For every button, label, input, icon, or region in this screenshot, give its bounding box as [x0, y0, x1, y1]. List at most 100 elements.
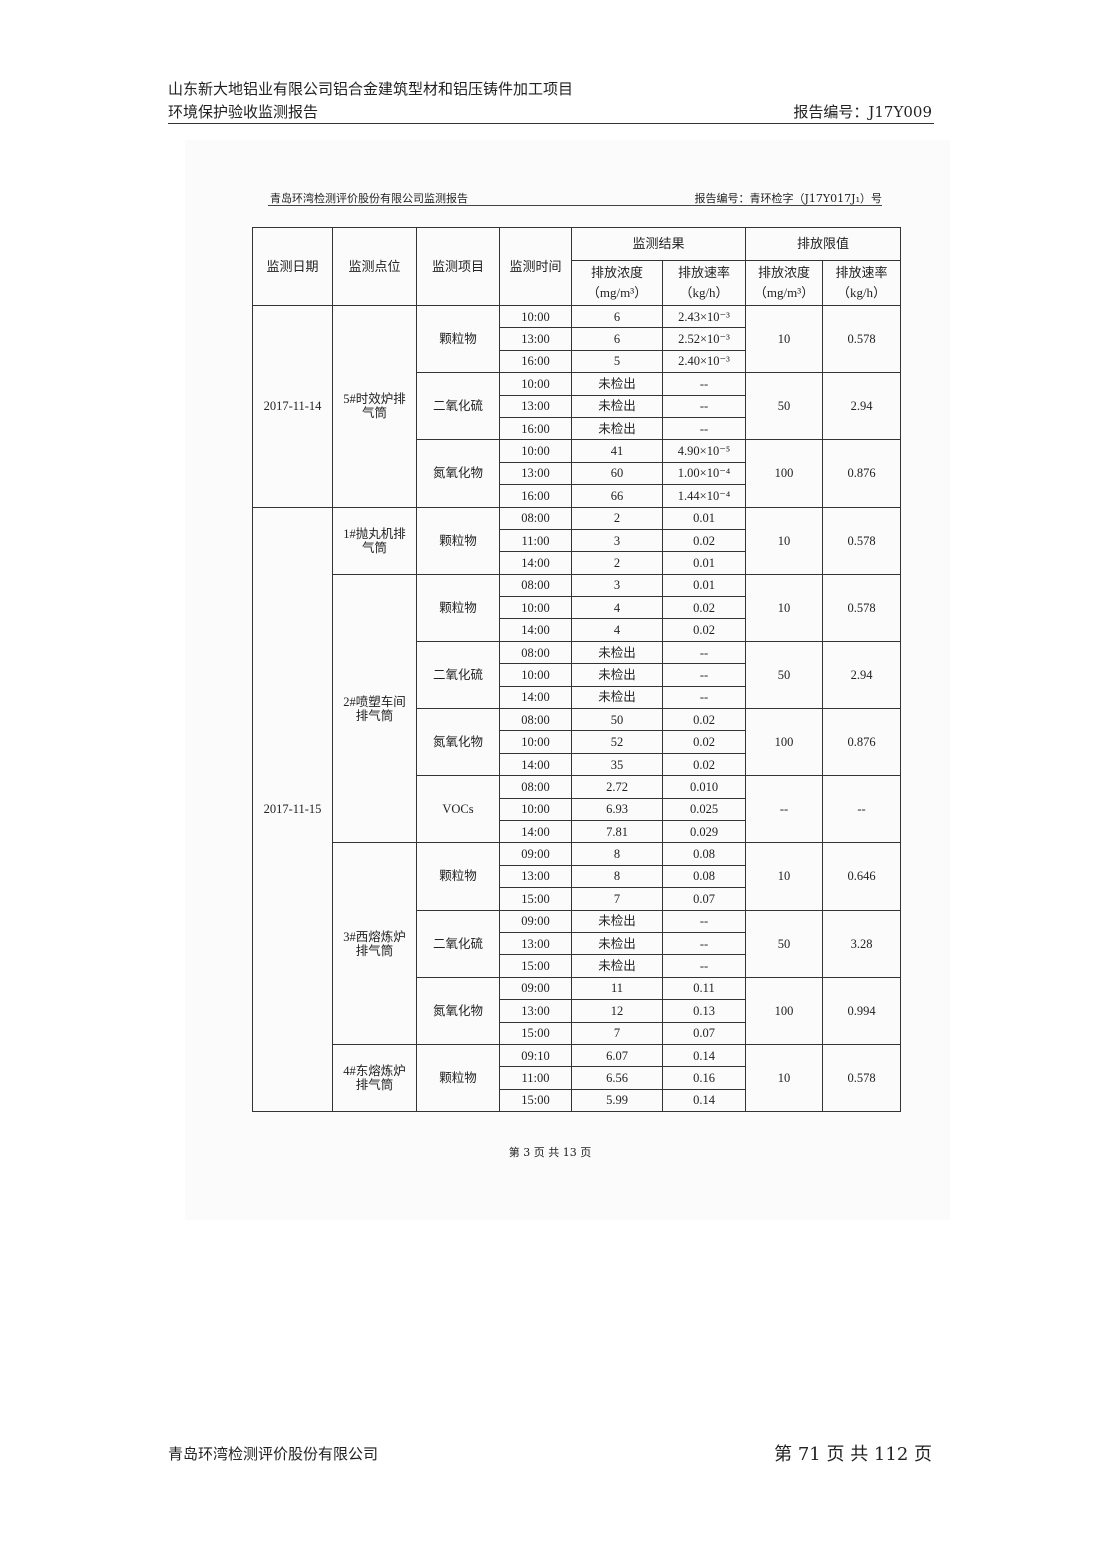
project-title: 山东新大地铝业有限公司铝合金建筑型材和铝压铸件加工项目 — [168, 80, 574, 98]
cell-time: 08:00 — [499, 506, 572, 530]
table-row: 3#西熔炼炉排气筒 颗粒物 09:00 8 0.08 10 0.646 — [253, 842, 901, 1045]
cell-time: 14:00 — [499, 618, 572, 642]
table-row: 13:00 60 1.00×10⁻⁴ — [253, 461, 901, 486]
conc-label: 排放浓度 — [757, 265, 810, 280]
cell-time: 10:00 — [499, 730, 572, 754]
cell-time: 10:00 — [499, 439, 572, 463]
cell-rate: 0.025 — [662, 797, 746, 821]
cell-rate: 0.08 — [662, 842, 746, 866]
rate-label: 排放速率 — [835, 265, 888, 280]
cell-rate: -- — [662, 416, 746, 441]
header-time: 监测时间 — [499, 227, 572, 306]
table-row: 11:00 6.56 0.16 — [253, 1066, 901, 1090]
cell-conc: 8 — [571, 842, 663, 866]
cell-limit-conc: 100 — [745, 976, 823, 1045]
cell-time: 08:00 — [499, 775, 572, 799]
cell-conc: 5 — [571, 349, 663, 374]
cell-limit-conc: 10 — [745, 506, 823, 575]
cell-time: 13:00 — [499, 461, 572, 486]
cell-item: 颗粒物 — [416, 1043, 500, 1113]
cell-limit-rate: 2.94 — [822, 640, 901, 710]
cell-rate: -- — [662, 394, 746, 418]
table-row: 2017-11-14 5#时效炉排气筒 颗粒物 10:00 6 2.43×10⁻³ 10 0.… — [252, 304, 901, 508]
sub-report-title: 青岛环湾检测评价股份有限公司监测报告 — [270, 192, 468, 205]
cell-rate: -- — [662, 372, 746, 396]
cell-time: 13:00 — [499, 999, 572, 1023]
cell-conc: 6.56 — [571, 1066, 663, 1090]
conc-unit: （mg/m³） — [586, 285, 648, 300]
cell-item: 颗粒物 — [416, 573, 500, 642]
cell-time: 14:00 — [499, 685, 572, 710]
cell-conc: 6.07 — [571, 1043, 663, 1068]
cell-date: 2017-11-14 — [252, 305, 333, 508]
cell-limit-conc: 100 — [745, 439, 823, 508]
header-result-conc: 排放浓度 （mg/m³） — [571, 260, 663, 306]
cell-conc: 3 — [571, 573, 663, 598]
cell-conc: 未检出 — [571, 909, 663, 933]
cell-conc: 6 — [571, 327, 663, 351]
table-row: 10:00 未检出 -- — [253, 663, 901, 687]
cell-conc: 2.72 — [571, 775, 663, 799]
cell-rate: -- — [662, 909, 746, 933]
cell-limit-conc: 10 — [745, 1043, 823, 1113]
table-row: 14:00 2 0.01 — [253, 551, 901, 575]
cell-conc: 未检出 — [571, 416, 663, 441]
cell-limit-conc: 50 — [745, 372, 823, 441]
cell-limit-rate: 3.28 — [822, 909, 901, 978]
cell-conc: 2 — [571, 551, 663, 575]
header-item: 监测项目 — [416, 227, 500, 306]
cell-rate: 0.07 — [662, 1021, 746, 1045]
cell-limit-conc: 10 — [745, 573, 823, 642]
table-row: 16:00 66 1.44×10⁻⁴ — [253, 484, 901, 508]
cell-rate: 0.01 — [662, 573, 746, 598]
cell-rate: 0.13 — [662, 999, 746, 1023]
cell-limit-conc: 50 — [745, 640, 823, 710]
cell-conc: 11 — [571, 976, 663, 1001]
table-row: 13:00 未检出 -- — [253, 394, 901, 418]
cell-time: 15:00 — [499, 1088, 572, 1113]
monitoring-table: 监测日期 监测点位 监测项目 监测时间 监测结果 排放限值 排放浓度 （mg/m³… — [252, 227, 901, 1113]
footer-page-number: 第 71 页 共 112 页 — [774, 1444, 932, 1465]
cell-time: 11:00 — [499, 528, 572, 553]
cell-conc: 7 — [571, 1021, 663, 1045]
sub-header-divider — [268, 205, 882, 206]
cell-time: 09:00 — [499, 909, 572, 933]
cell-limit-rate: 0.578 — [822, 573, 901, 642]
report-title: 环境保护验收监测报告 — [168, 103, 319, 121]
cell-rate: -- — [662, 685, 746, 710]
cell-rate: 0.08 — [662, 864, 746, 889]
cell-conc: 6 — [571, 304, 663, 329]
cell-point: 3#西熔炼炉排气筒 — [332, 842, 417, 1045]
header-date: 监测日期 — [252, 227, 333, 306]
cell-conc: 2 — [571, 506, 663, 530]
cell-conc: 未检出 — [571, 954, 663, 978]
header-limit-rate: 排放速率 （kg/h） — [822, 260, 901, 306]
table-row: 16:00 5 2.40×10⁻³ — [253, 349, 901, 374]
cell-rate: 2.52×10⁻³ — [662, 327, 746, 351]
cell-point: 4#东熔炼炉排气筒 — [332, 1043, 417, 1113]
table-row: 13:00 8 0.08 — [253, 864, 901, 889]
cell-time: 16:00 — [499, 349, 572, 374]
cell-item: 颗粒物 — [416, 842, 500, 911]
cell-limit-conc: 10 — [745, 842, 823, 911]
table-row: 15:00 未检出 -- — [253, 954, 901, 978]
cell-time: 09:00 — [499, 976, 572, 1001]
cell-time: 10:00 — [499, 304, 572, 329]
inner-page-number: 第 3 页 共 13 页 — [508, 1146, 592, 1159]
table-row: 15:00 5.99 0.14 — [253, 1088, 901, 1113]
table-body: 2017-11-14 5#时效炉排气筒 颗粒物 10:00 6 2.43×10⁻³ 10 0.… — [252, 304, 901, 1113]
table-row: 氮氧化物 09:00 11 0.11 100 0.994 — [253, 976, 901, 1045]
cell-conc: 未检出 — [571, 640, 663, 665]
cell-conc: 7.81 — [571, 819, 663, 844]
cell-limit-rate: 0.578 — [822, 506, 901, 575]
table-row: 11:00 3 0.02 — [253, 528, 901, 553]
table-row: 14:00 7.81 0.029 — [253, 819, 901, 844]
cell-rate: 0.01 — [662, 506, 746, 530]
conc-label: 排放浓度 — [590, 265, 643, 280]
header-limits: 排放限值 — [745, 227, 901, 261]
table-row: 二氧化硫 09:00 未检出 -- 50 3.28 — [253, 909, 901, 978]
table-row: 氮氧化物 10:00 41 4.90×10⁻⁵ 100 0.876 — [253, 439, 901, 508]
cell-conc: 未检出 — [571, 663, 663, 687]
cell-rate: 2.43×10⁻³ — [662, 304, 746, 329]
